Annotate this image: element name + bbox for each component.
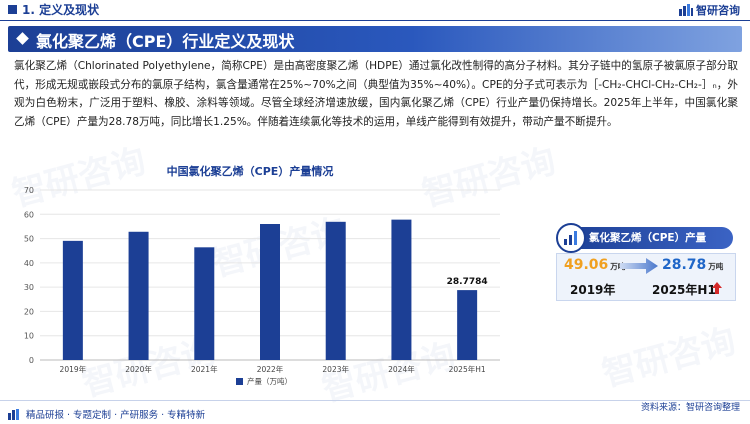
- bar: [194, 247, 215, 360]
- footer-divider: [0, 400, 750, 401]
- year-label-2025h1: 2025年H1: [652, 283, 716, 297]
- source-note: 资料来源：智研咨询整理: [641, 400, 740, 413]
- panel-header: 氯化聚乙烯（CPE）产量: [563, 227, 733, 249]
- bar: [391, 219, 412, 360]
- bar: [325, 221, 346, 360]
- brand-name: 智研咨询: [696, 4, 740, 17]
- red-up-arrow-icon: [712, 282, 722, 294]
- y-tick-label: 70: [24, 186, 34, 195]
- x-tick-label: 2023年: [322, 364, 349, 374]
- bar: [62, 240, 83, 360]
- year-label-2019: 2019年: [570, 283, 616, 297]
- diamond-icon: [16, 32, 29, 45]
- footer-tagline: 精品研报 · 专题定制 · 产研服务 · 专精特新: [8, 407, 205, 421]
- x-tick-label: 2019年: [60, 364, 87, 374]
- x-tick-label: 2020年: [125, 364, 152, 374]
- source-name: 智研咨询整理: [685, 403, 740, 413]
- y-tick-label: 10: [24, 332, 34, 341]
- description-paragraph: 氯化聚乙烯（Chlorinated Polyethylene，简称CPE）是由高…: [14, 60, 738, 128]
- value-2019: 49.06 万吨: [564, 257, 626, 273]
- section-marker-icon: [8, 5, 17, 14]
- bar: [457, 290, 478, 360]
- panel-box: [556, 253, 736, 301]
- x-tick-label: 2021年: [191, 364, 218, 374]
- x-tick-label: 2022年: [257, 364, 284, 374]
- source-prefix: 资料来源：: [640, 403, 686, 413]
- chart-bars-icon: [564, 231, 577, 245]
- bar: [128, 231, 149, 360]
- y-tick-label: 60: [24, 210, 34, 219]
- y-tick-label: 30: [24, 283, 34, 292]
- data-label: 28.7784: [447, 277, 488, 287]
- production-bar-chart: 0 10 20 30 40 50 60 70 2019年 2020年 2021年 2022年 2023年…: [24, 186, 500, 386]
- bar: [260, 224, 280, 360]
- legend-swatch: [236, 378, 243, 385]
- y-tick-label: 20: [24, 307, 34, 316]
- footer-tagline-text: 精品研报 · 专题定制 · 产研服务 · 专精特新: [26, 410, 206, 421]
- brand: 智研咨询: [679, 2, 740, 18]
- title-banner: 氯化聚乙烯（CPE）行业定义及现状: [8, 26, 742, 52]
- page-title: 氯化聚乙烯（CPE）行业定义及现状: [36, 32, 295, 51]
- legend-label: 产量（万吨）: [247, 376, 292, 386]
- brand-logo-icon: [679, 4, 693, 16]
- y-tick-label: 50: [24, 235, 34, 244]
- x-tick-label: 2024年: [388, 364, 415, 374]
- top-header: 1. 定义及现状 智研咨询: [0, 0, 750, 22]
- section-title: 1. 定义及现状: [22, 3, 100, 17]
- chart-title: 中国氯化聚乙烯（CPE）产量情况: [166, 165, 334, 178]
- panel-badge: [556, 223, 586, 253]
- footer-logo-icon: [8, 408, 19, 420]
- header-divider: [0, 20, 750, 21]
- y-tick-label: 40: [24, 259, 34, 268]
- arrow-right-icon: [620, 258, 658, 274]
- value-2025h1: 28.78 万吨: [662, 257, 724, 273]
- x-tick-label: 2025年H1: [449, 364, 486, 374]
- y-tick-label: 0: [29, 356, 34, 365]
